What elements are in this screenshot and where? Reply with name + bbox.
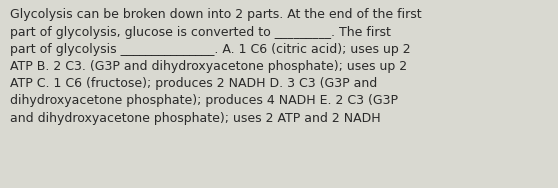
Text: Glycolysis can be broken down into 2 parts. At the end of the first
part of glyc: Glycolysis can be broken down into 2 par… — [10, 8, 422, 125]
